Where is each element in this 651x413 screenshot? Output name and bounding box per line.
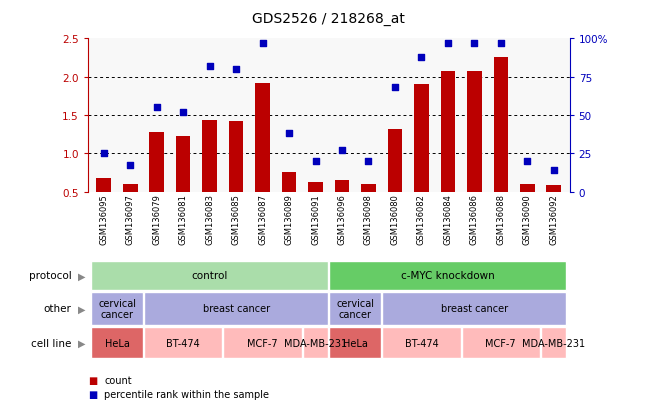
Point (152, 104, 162, 111)
Bar (303, 327, 328, 358)
Text: BT-474: BT-474 (404, 338, 438, 348)
Text: MCF-7: MCF-7 (247, 338, 278, 348)
Bar (462, 327, 540, 358)
Text: breast cancer: breast cancer (441, 304, 508, 314)
Text: ■: ■ (88, 375, 97, 385)
Bar (91, 261, 328, 290)
Point (231, 66, 242, 73)
Bar (255, 83, 270, 230)
Bar (361, 184, 376, 230)
Text: cervical
cancer: cervical cancer (336, 298, 374, 319)
Point (390, 85, 400, 91)
Text: MDA-MB-231: MDA-MB-231 (522, 338, 585, 348)
Bar (150, 133, 164, 230)
Bar (467, 72, 482, 230)
Text: ▶: ▶ (77, 338, 85, 348)
Bar (329, 327, 381, 358)
Bar (329, 292, 381, 325)
Bar (91, 292, 143, 325)
Text: BT-474: BT-474 (166, 338, 200, 348)
Bar (91, 327, 143, 358)
Bar (414, 85, 428, 230)
Text: protocol: protocol (29, 271, 72, 281)
Bar (282, 173, 296, 230)
Bar (176, 136, 191, 230)
Text: control: control (191, 271, 228, 281)
Point (284, 131, 294, 137)
Text: cervical
cancer: cervical cancer (98, 298, 136, 319)
Text: count: count (104, 375, 132, 385)
Text: cell line: cell line (31, 338, 72, 348)
Bar (520, 184, 534, 230)
Bar (546, 186, 561, 230)
Bar (202, 121, 217, 230)
Bar (223, 327, 302, 358)
Point (257, 40, 268, 47)
Text: ■: ■ (88, 389, 97, 399)
Point (311, 158, 321, 165)
Point (416, 54, 426, 61)
Point (549, 167, 559, 174)
Bar (335, 180, 350, 230)
Bar (96, 179, 111, 230)
Text: percentile rank within the sample: percentile rank within the sample (104, 389, 269, 399)
Bar (541, 327, 566, 358)
Bar (329, 261, 566, 290)
Point (178, 109, 188, 116)
Point (98, 150, 109, 157)
Bar (382, 292, 566, 325)
Text: HeLa: HeLa (343, 338, 368, 348)
Point (125, 163, 135, 169)
Text: HeLa: HeLa (105, 338, 130, 348)
Point (337, 147, 347, 154)
Bar (229, 122, 243, 230)
Bar (387, 129, 402, 230)
Text: GDS2526 / 218268_at: GDS2526 / 218268_at (253, 12, 405, 26)
Bar (144, 292, 328, 325)
Bar (493, 58, 508, 230)
Text: MCF-7: MCF-7 (486, 338, 516, 348)
Point (443, 40, 453, 47)
Text: ▶: ▶ (77, 271, 85, 281)
Text: c-MYC knockdown: c-MYC knockdown (401, 271, 495, 281)
Bar (382, 327, 460, 358)
Bar (308, 182, 323, 230)
Point (469, 40, 480, 47)
Point (495, 40, 506, 47)
Text: breast cancer: breast cancer (202, 304, 270, 314)
Text: ▶: ▶ (77, 304, 85, 314)
Text: other: other (44, 304, 72, 314)
Text: MDA-MB-231: MDA-MB-231 (284, 338, 347, 348)
Bar (144, 327, 223, 358)
Point (204, 64, 215, 70)
Bar (441, 72, 455, 230)
Point (522, 158, 533, 165)
Point (363, 158, 374, 165)
Bar (123, 184, 137, 230)
